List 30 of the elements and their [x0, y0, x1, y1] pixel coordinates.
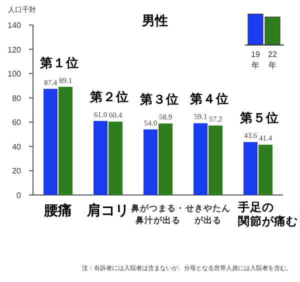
- x-tick-label: せきやたんが出る: [184, 203, 230, 225]
- bar: [108, 122, 122, 195]
- bar: [194, 123, 208, 195]
- x-tick-label: 腰痛: [43, 202, 72, 218]
- legend: 19年 22年: [244, 14, 284, 70]
- x-tick-label: 肩コリ: [86, 202, 129, 218]
- annotation: 第４位: [189, 92, 229, 106]
- y-tick-label: 20: [12, 166, 22, 176]
- y-tick-label: 80: [12, 94, 22, 103]
- y-tick-label: 140: [8, 21, 22, 30]
- bar: [208, 126, 222, 195]
- chart-title: 男性: [141, 13, 168, 28]
- y-tick-label: 120: [8, 45, 22, 54]
- bar: [44, 88, 58, 195]
- annotation: 第３位: [139, 92, 179, 106]
- x-tick-label: 手足の関節が痛む: [237, 200, 298, 228]
- bar: [144, 129, 158, 195]
- annotation: 第１位: [39, 56, 79, 70]
- x-tick-label: 鼻がつまる・鼻汁が出る: [130, 203, 185, 225]
- bar: [244, 142, 258, 195]
- y-tick-label: 100: [8, 70, 22, 79]
- annotation: 第５位: [239, 111, 279, 126]
- y-tick-label: 0: [16, 191, 22, 200]
- bar: [258, 144, 272, 195]
- bar: [94, 120, 108, 195]
- y-tick-label: 60: [12, 118, 22, 128]
- annotation: 第２位: [89, 90, 129, 104]
- bar: [58, 86, 72, 195]
- bar: [158, 123, 172, 195]
- y-tick-label: 40: [12, 142, 22, 152]
